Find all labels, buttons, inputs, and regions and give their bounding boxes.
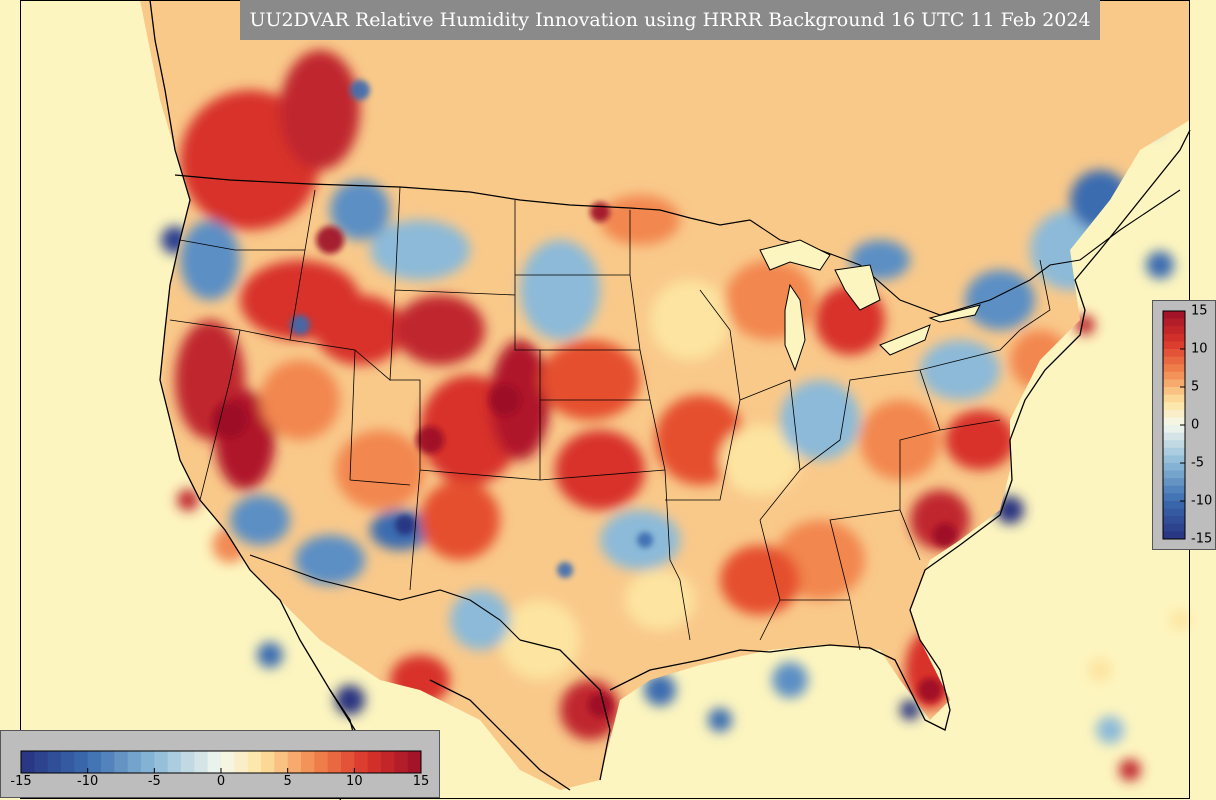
map-boundaries xyxy=(149,0,1191,800)
colorbar-tick-label: 5 xyxy=(283,774,292,789)
colorbar-swatch xyxy=(194,751,209,773)
colorbar-tick-label: 5 xyxy=(1191,379,1200,395)
colorbar-tick-label: 10 xyxy=(1191,341,1208,357)
vertical-colorbar: -15 -10 -5 0 5 10 15 xyxy=(1152,300,1216,550)
colorbar-tick-label: 15 xyxy=(412,774,430,789)
colorbar-swatch xyxy=(381,751,395,773)
colorbar-swatch xyxy=(141,751,155,773)
colorbar-swatch xyxy=(114,751,129,773)
colorbar-swatch xyxy=(1163,470,1185,479)
colorbar-tick-label: -10 xyxy=(1191,493,1213,509)
colorbar-swatch xyxy=(167,751,182,773)
colorbar-swatch xyxy=(1163,478,1185,487)
colorbar-swatch xyxy=(1163,531,1185,540)
colorbar-swatch xyxy=(327,751,342,773)
great-lakes xyxy=(759,239,981,372)
colorbar-swatch xyxy=(1163,387,1185,396)
colorbar-swatch xyxy=(21,751,35,773)
colorbar-swatch xyxy=(314,751,329,773)
colorbar-swatch xyxy=(1163,516,1185,525)
colorbar-swatch xyxy=(1163,432,1185,441)
colorbar-swatch xyxy=(1163,311,1185,320)
colorbar-swatch xyxy=(1163,440,1185,449)
colorbar-swatch xyxy=(1163,379,1185,388)
colorbar-swatch xyxy=(1163,455,1185,464)
horizontal-colorbar: -15 -10 -5 0 5 10 15 xyxy=(0,730,440,798)
colorbar-swatch xyxy=(1163,318,1185,327)
colorbar-swatch xyxy=(354,751,369,773)
colorbar-swatch xyxy=(1163,402,1185,411)
colorbar-swatch xyxy=(1163,417,1185,426)
colorbar-swatch xyxy=(1163,508,1185,517)
colorbar-tick-label: 0 xyxy=(1191,417,1200,433)
colorbar-swatch xyxy=(1163,501,1185,510)
colorbar-tick-label: -5 xyxy=(147,774,161,789)
colorbar-tick-label: -5 xyxy=(1191,455,1204,471)
colorbar-swatch xyxy=(274,751,289,773)
colorbar-swatch xyxy=(301,751,315,773)
colorbar-swatch xyxy=(1163,349,1185,358)
colorbar-swatch xyxy=(247,751,262,773)
colorbar-swatch xyxy=(1163,425,1185,434)
colorbar-swatch xyxy=(127,751,142,773)
colorbar-swatch xyxy=(1163,523,1185,532)
colorbar-tick-label: -15 xyxy=(10,774,32,789)
colorbar-swatch xyxy=(1163,447,1185,456)
colorbar-swatch xyxy=(341,751,355,773)
colorbar-swatch xyxy=(61,751,75,773)
colorbar-swatch xyxy=(394,751,409,773)
colorbar-swatch xyxy=(154,751,169,773)
colorbar-swatch xyxy=(87,751,102,773)
colorbar-swatch xyxy=(221,751,235,773)
colorbar-swatch xyxy=(47,751,62,773)
colorbar-tick-label: 10 xyxy=(346,774,363,789)
colorbar-swatch xyxy=(261,751,275,773)
colorbar-tick-label: 0 xyxy=(216,774,226,789)
colorbar-tick-label: -15 xyxy=(1191,531,1213,547)
colorbar-swatch xyxy=(1163,371,1185,380)
colorbar-tick-label: -10 xyxy=(77,774,99,789)
vertical-colorbar-swatches xyxy=(1162,310,1186,540)
colorbar-swatch xyxy=(1163,493,1185,502)
colorbar-swatch xyxy=(1163,341,1185,350)
colorbar-swatch xyxy=(181,751,195,773)
colorbar-swatch xyxy=(207,751,222,773)
colorbar-swatch xyxy=(1163,356,1185,365)
colorbar-swatch xyxy=(1163,394,1185,403)
colorbar-swatch xyxy=(1163,409,1185,418)
colorbar-swatch xyxy=(1163,333,1185,342)
colorbar-swatch xyxy=(1163,463,1185,472)
colorbar-swatch xyxy=(234,751,249,773)
horizontal-colorbar-swatches xyxy=(20,750,422,774)
map-title: UU2DVAR Relative Humidity Innovation usi… xyxy=(240,0,1100,40)
colorbar-swatch xyxy=(1163,485,1185,494)
colorbar-tick-label: 15 xyxy=(1191,303,1208,319)
colorbar-swatch xyxy=(74,751,89,773)
colorbar-swatch xyxy=(407,751,422,773)
colorbar-swatch xyxy=(367,751,382,773)
colorbar-swatch xyxy=(1163,364,1185,373)
colorbar-swatch xyxy=(287,751,302,773)
colorbar-swatch xyxy=(34,751,49,773)
colorbar-swatch xyxy=(1163,326,1185,335)
colorbar-swatch xyxy=(101,751,115,773)
